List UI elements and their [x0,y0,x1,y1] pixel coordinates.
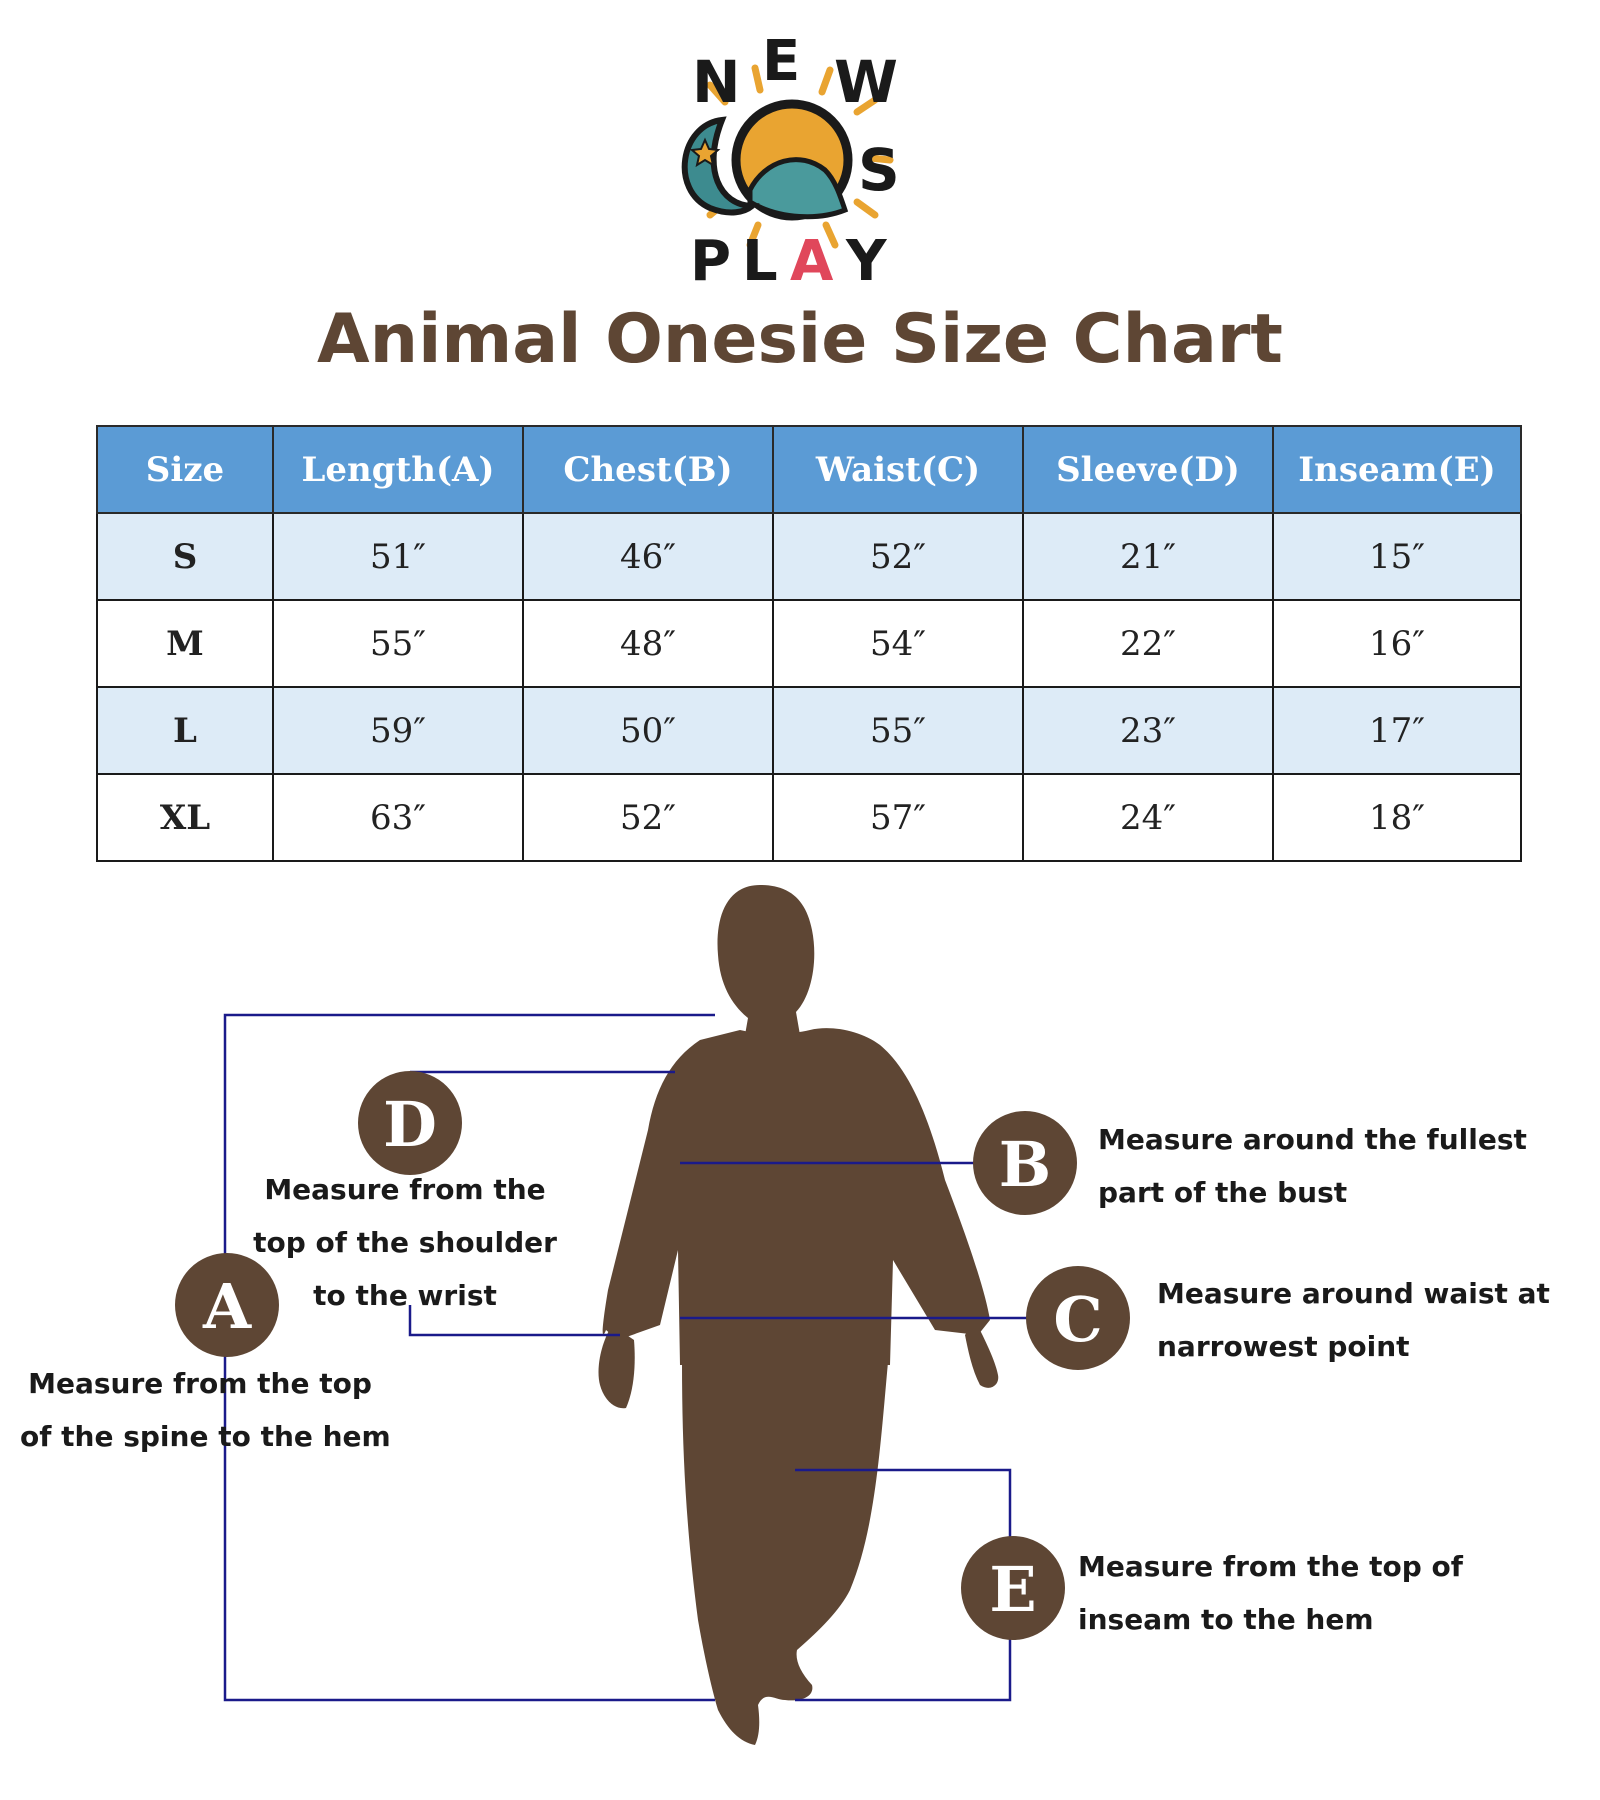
note-d: Measure from the top of the shoulder to … [245,1163,565,1322]
badge-a-letter: A [202,1270,252,1343]
note-c-line: narrowest point [1157,1330,1410,1363]
note-c: Measure around waist at narrowest point [1157,1267,1550,1373]
chest-cell: 50″ [522,686,774,775]
waist-cell: 52″ [772,512,1024,601]
note-c-line: Measure around waist at [1157,1277,1550,1310]
moon-icon [681,116,760,216]
badge-e-letter: E [989,1553,1036,1626]
size-cell: M [96,599,274,688]
logo-letter-w: W [834,48,898,116]
badge-b-letter: B [999,1128,1051,1201]
length-cell: 51″ [272,512,524,601]
note-e: Measure from the top of inseam to the he… [1078,1540,1463,1646]
note-e-line: inseam to the hem [1078,1603,1374,1636]
sleeve-cell: 22″ [1022,599,1274,688]
chest-cell: 52″ [522,773,774,862]
note-a-line: Measure from the top [28,1367,372,1400]
wave-icon [747,157,849,220]
person-silhouette-icon [598,885,999,1745]
page-title: Animal Onesie Size Chart [317,300,1283,379]
header-size: Size [96,425,274,514]
header-waist: Waist(C) [772,425,1024,514]
table-header-row: Size Length(A) Chest(B) Waist(C) Sleeve(… [96,425,1522,514]
table-row: M 55″ 48″ 54″ 22″ 16″ [96,599,1522,688]
note-d-line: top of the shoulder [253,1226,557,1259]
length-cell: 55″ [272,599,524,688]
header-chest: Chest(B) [522,425,774,514]
size-cell: L [96,686,274,775]
inseam-cell: 15″ [1272,512,1522,601]
size-table: Size Length(A) Chest(B) Waist(C) Sleeve(… [96,425,1522,862]
note-d-line: to the wrist [313,1279,497,1312]
waist-cell: 57″ [772,773,1024,862]
badge-d-circle-icon [358,1071,462,1175]
star-icon [689,137,721,168]
note-e-line: Measure from the top of [1078,1550,1463,1583]
table-row: XL 63″ 52″ 57″ 24″ 18″ [96,773,1522,862]
table-row: L 59″ 50″ 55″ 23″ 17″ [96,686,1522,775]
logo-letter-a: A [790,229,834,290]
logo-letter-s: S [858,136,900,204]
note-b-line: part of the bust [1098,1176,1348,1209]
badge-a-circle-icon [175,1253,279,1357]
note-a-line: of the spine to the hem [20,1420,391,1453]
badge-c-letter: C [1053,1283,1102,1356]
badge-c: C [1026,1266,1130,1370]
logo-letter-l: L [742,229,778,290]
badge-b-circle-icon [973,1111,1077,1215]
sun-rays-icon [706,64,894,249]
waist-cell: 54″ [772,599,1024,688]
header-inseam: Inseam(E) [1272,425,1522,514]
note-a: Measure from the top of the spine to the… [20,1357,391,1463]
badge-d-letter: D [383,1088,437,1161]
note-b: Measure around the fullest part of the b… [1098,1113,1527,1219]
sleeve-cell: 21″ [1022,512,1274,601]
brand-logo: N E W S P L A Y [681,30,900,290]
chest-cell: 46″ [522,512,774,601]
length-cell: 63″ [272,773,524,862]
sleeve-cell: 24″ [1022,773,1274,862]
inseam-cell: 18″ [1272,773,1522,862]
guide-line-a [223,1013,715,1702]
badge-e-circle-icon [961,1536,1065,1640]
guide-line-d-bottom [408,1305,620,1337]
note-b-line: Measure around the fullest [1098,1123,1527,1156]
header-sleeve: Sleeve(D) [1022,425,1274,514]
logo-letter-e: E [762,30,800,94]
table-row: S 51″ 46″ 52″ 21″ 15″ [96,512,1522,601]
inseam-cell: 17″ [1272,686,1522,775]
badge-c-circle-icon [1026,1266,1130,1370]
size-cell: XL [96,773,274,862]
badge-e: E [961,1536,1065,1640]
logo-letter-y: Y [845,229,888,290]
length-cell: 59″ [272,686,524,775]
badge-d: D [358,1071,462,1175]
inseam-cell: 16″ [1272,599,1522,688]
badge-a: A [175,1253,279,1357]
size-cell: S [96,512,274,601]
chest-cell: 48″ [522,599,774,688]
logo-letter-p: P [690,229,731,290]
sleeve-cell: 23″ [1022,686,1274,775]
note-d-line: Measure from the [264,1173,546,1206]
badge-b: B [973,1111,1077,1215]
logo-letter-n: N [692,48,741,116]
header-length: Length(A) [272,425,524,514]
waist-cell: 55″ [772,686,1024,775]
